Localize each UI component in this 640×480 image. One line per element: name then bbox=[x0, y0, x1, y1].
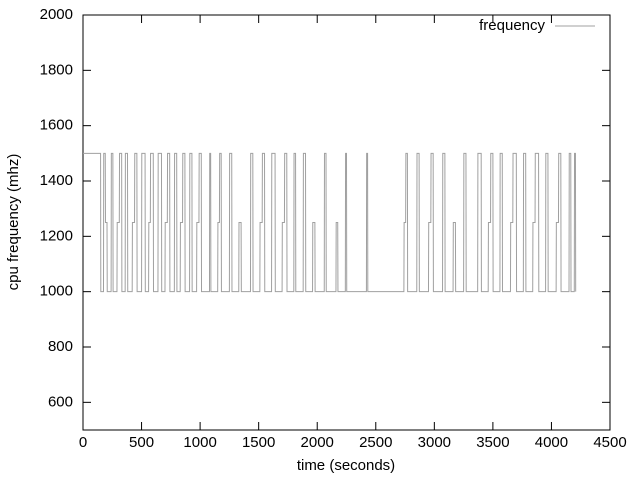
y-tick-label: 1200 bbox=[40, 227, 73, 244]
y-tick-label: 600 bbox=[48, 393, 73, 410]
x-tick-label: 500 bbox=[129, 434, 154, 451]
y-tick-label: 2000 bbox=[40, 6, 73, 23]
x-tick-label: 0 bbox=[79, 434, 87, 451]
x-axis-label: time (seconds) bbox=[297, 457, 395, 474]
y-axis-label: cpu frequency (mhz) bbox=[5, 154, 22, 291]
legend-label: frequency bbox=[479, 17, 545, 34]
x-tick-label: 3500 bbox=[476, 434, 509, 451]
plot-frame bbox=[82, 14, 611, 431]
x-tick-label: 1500 bbox=[242, 434, 275, 451]
x-tick-label: 4500 bbox=[593, 434, 626, 451]
y-tick-label: 800 bbox=[48, 338, 73, 355]
x-tick-label: 2000 bbox=[301, 434, 334, 451]
x-tick-label: 4000 bbox=[535, 434, 568, 451]
x-tick-label: 3000 bbox=[418, 434, 451, 451]
y-tick-label: 1600 bbox=[40, 117, 73, 134]
x-tick-label: 2500 bbox=[359, 434, 392, 451]
data-line bbox=[83, 152, 577, 293]
y-tick-label: 1800 bbox=[40, 61, 73, 78]
y-tick-label: 1000 bbox=[40, 283, 73, 300]
x-tick-label: 1000 bbox=[183, 434, 216, 451]
y-tick-label: 1400 bbox=[40, 172, 73, 189]
